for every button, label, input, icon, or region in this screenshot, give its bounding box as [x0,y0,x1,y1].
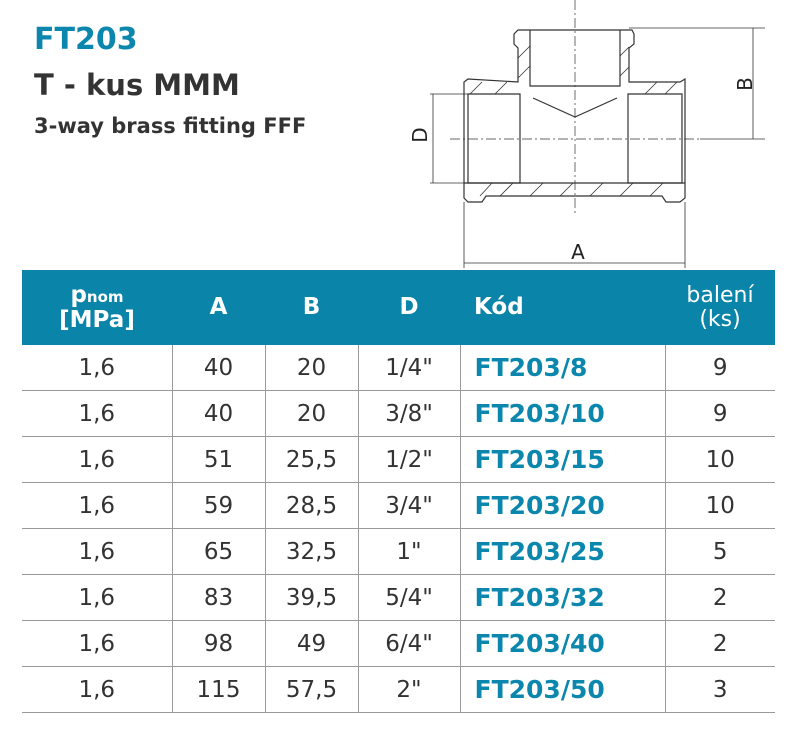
cell-b: 39,5 [265,574,359,621]
cell-b: 28,5 [265,482,359,529]
product-name-en: 3-way brass fitting FFF [34,114,307,138]
cell-d: 3/8" [358,390,461,437]
cell-p: 1,6 [22,528,173,575]
table-row: 1,6 51 25,5 1/2" FT203/15 10 [22,436,775,483]
cell-kod: FT203/15 [460,436,666,483]
cell-a: 83 [172,574,266,621]
cell-kod: FT203/50 [460,666,666,713]
cell-p: 1,6 [22,436,173,483]
cell-kod: FT203/40 [460,620,666,667]
cell-d: 3/4" [358,482,461,529]
cell-p: 1,6 [22,345,173,391]
cell-a: 65 [172,528,266,575]
cell-p: 1,6 [22,390,173,437]
cell-d: 1/2" [358,436,461,483]
col-a: A [172,270,265,345]
table-header: pnom [MPa] A B D Kód balení (ks) [22,270,775,345]
cell-d: 1/4" [358,345,461,391]
cell-a: 59 [172,482,266,529]
col-kod: Kód [460,270,665,345]
col-baleni: balení (ks) [665,270,775,345]
dimensions-table: pnom [MPa] A B D Kód balení (ks) 1,6 40 20 1/… [22,270,775,713]
cell-baleni: 2 [665,574,775,621]
cell-b: 25,5 [265,436,359,483]
cell-b: 57,5 [265,666,359,713]
cell-baleni: 5 [665,528,775,575]
cell-b: 49 [265,620,359,667]
table-row: 1,6 115 57,5 2" FT203/50 3 [22,666,775,713]
cell-d: 1" [358,528,461,575]
cell-p: 1,6 [22,482,173,529]
cell-kod: FT203/10 [460,390,666,437]
dimension-a-label: A [571,240,585,264]
cell-p: 1,6 [22,574,173,621]
cell-baleni: 9 [665,390,775,437]
cell-d: 2" [358,666,461,713]
cell-d: 5/4" [358,574,461,621]
cell-a: 40 [172,345,266,391]
cell-a: 98 [172,620,266,667]
dimension-d-label: D [408,127,432,142]
cell-kod: FT203/32 [460,574,666,621]
table-row: 1,6 40 20 1/4" FT203/8 9 [22,345,775,391]
product-code: FT203 [34,22,138,57]
cell-a: 51 [172,436,266,483]
cell-p: 1,6 [22,666,173,713]
col-b: B [265,270,358,345]
dimension-b-label: B [733,77,757,91]
cell-kod: FT203/20 [460,482,666,529]
cell-p: 1,6 [22,620,173,667]
cell-b: 32,5 [265,528,359,575]
tee-fitting-drawing: B D A [408,0,765,268]
table-row: 1,6 59 28,5 3/4" FT203/20 10 [22,482,775,529]
cell-b: 20 [265,390,359,437]
cell-b: 20 [265,345,359,391]
cell-a: 115 [172,666,266,713]
product-name-cz: T - kus MMM [34,68,240,102]
cell-baleni: 2 [665,620,775,667]
cell-kod: FT203/25 [460,528,666,575]
cell-kod: FT203/8 [460,345,666,391]
cell-baleni: 3 [665,666,775,713]
cell-a: 40 [172,390,266,437]
cell-baleni: 9 [665,345,775,391]
cell-d: 6/4" [358,620,461,667]
table-row: 1,6 65 32,5 1" FT203/25 5 [22,528,775,575]
col-d: D [358,270,460,345]
table-row: 1,6 83 39,5 5/4" FT203/32 2 [22,574,775,621]
table-row: 1,6 98 49 6/4" FT203/40 2 [22,620,775,667]
table-row: 1,6 40 20 3/8" FT203/10 9 [22,390,775,437]
cell-baleni: 10 [665,482,775,529]
col-pressure: pnom [MPa] [22,270,172,345]
cell-baleni: 10 [665,436,775,483]
